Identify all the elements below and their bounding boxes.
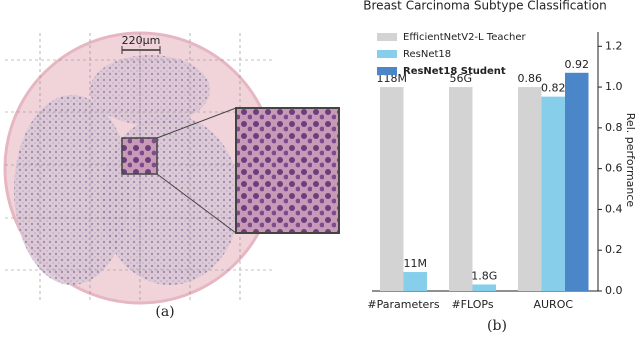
legend-swatch: [377, 33, 397, 41]
y-tick-label: 0.6: [605, 162, 623, 175]
bar: [403, 272, 427, 291]
x-tick-label: #Parameters: [367, 298, 439, 311]
x-tick-label: #FLOPs: [451, 298, 493, 311]
bar: [380, 87, 404, 292]
legend-label: ResNet18: [403, 49, 451, 60]
y-tick-label: 1.0: [605, 80, 623, 93]
legend-label: ResNet18 Student: [403, 66, 506, 77]
legend-label: EfficientNetV2-L Teacher: [403, 32, 526, 43]
value-label: 0.92: [565, 58, 590, 71]
x-tick-label: AUROC: [533, 298, 573, 311]
legend-swatch: [377, 50, 397, 58]
scale-bar-label: 220μm: [122, 34, 161, 47]
value-label: 1.8G: [471, 269, 497, 282]
y-tick-label: 0.2: [605, 243, 623, 256]
value-label: 0.82: [541, 82, 566, 95]
y-tick-label: 0.8: [605, 121, 623, 134]
bar: [541, 96, 565, 291]
bar: [518, 87, 542, 292]
bar: [565, 72, 589, 291]
y-tick-label: 0.4: [605, 202, 623, 215]
value-label: 118M: [377, 72, 408, 85]
chart-title: Breast Carcinoma Subtype Classification: [363, 0, 606, 13]
value-label: 0.86: [518, 72, 543, 85]
caption: (a): [155, 304, 174, 320]
caption: (b): [487, 318, 507, 334]
legend-swatch: [377, 67, 397, 75]
value-label: 56G: [449, 72, 472, 85]
y-tick-label: 1.2: [605, 39, 623, 52]
y-tick-label: 0.0: [605, 284, 623, 297]
bar: [449, 87, 473, 292]
value-label: 11M: [404, 257, 428, 270]
histology-image: [3, 31, 340, 305]
y-axis-label: Rel. performance: [624, 113, 637, 208]
bar: [472, 284, 496, 291]
